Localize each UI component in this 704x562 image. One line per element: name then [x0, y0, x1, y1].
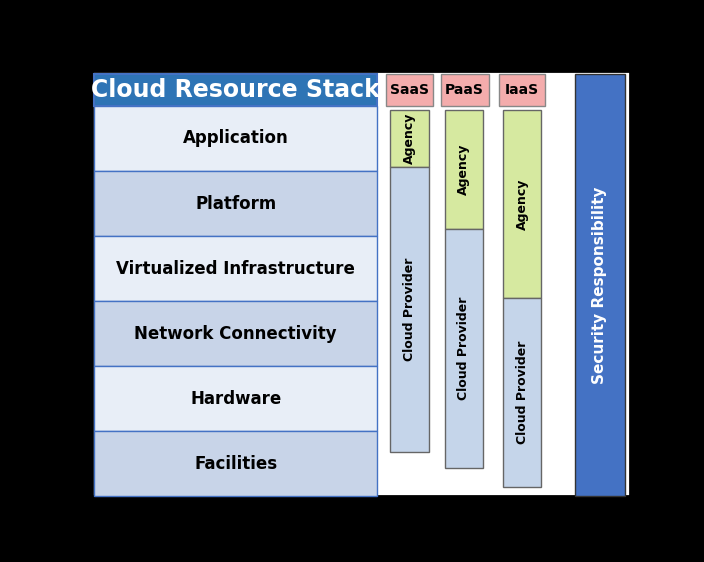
Text: SaaS: SaaS — [390, 83, 429, 97]
Bar — [94, 74, 377, 106]
Text: Security Responsibility: Security Responsibility — [592, 186, 608, 384]
Text: Hardware: Hardware — [190, 389, 282, 408]
Bar — [441, 74, 489, 106]
Bar — [503, 298, 541, 487]
Text: Agency: Agency — [458, 144, 470, 195]
Text: Cloud Resource Stack: Cloud Resource Stack — [92, 78, 380, 102]
Bar — [390, 110, 429, 167]
Text: Cloud Provider: Cloud Provider — [458, 297, 470, 400]
Text: PaaS: PaaS — [445, 83, 484, 97]
Text: Agency: Agency — [403, 112, 416, 164]
Bar — [94, 106, 377, 171]
Bar — [94, 236, 377, 301]
Bar — [386, 74, 433, 106]
Bar — [444, 110, 483, 229]
Text: Cloud Provider: Cloud Provider — [403, 258, 416, 361]
Text: Cloud Provider: Cloud Provider — [515, 341, 529, 445]
Bar — [94, 366, 377, 431]
Bar — [94, 431, 377, 496]
Bar — [574, 74, 625, 496]
Bar — [444, 229, 483, 468]
Text: Network Connectivity: Network Connectivity — [134, 325, 337, 343]
Text: Facilities: Facilities — [194, 455, 277, 473]
Text: Agency: Agency — [515, 178, 529, 230]
Text: Virtualized Infrastructure: Virtualized Infrastructure — [116, 260, 355, 278]
Bar — [94, 301, 377, 366]
Bar — [94, 171, 377, 236]
Bar — [390, 167, 429, 452]
Text: Application: Application — [183, 129, 289, 147]
Text: Platform: Platform — [195, 194, 276, 212]
Text: IaaS: IaaS — [505, 83, 539, 97]
Bar — [503, 110, 541, 298]
Bar — [498, 74, 546, 106]
